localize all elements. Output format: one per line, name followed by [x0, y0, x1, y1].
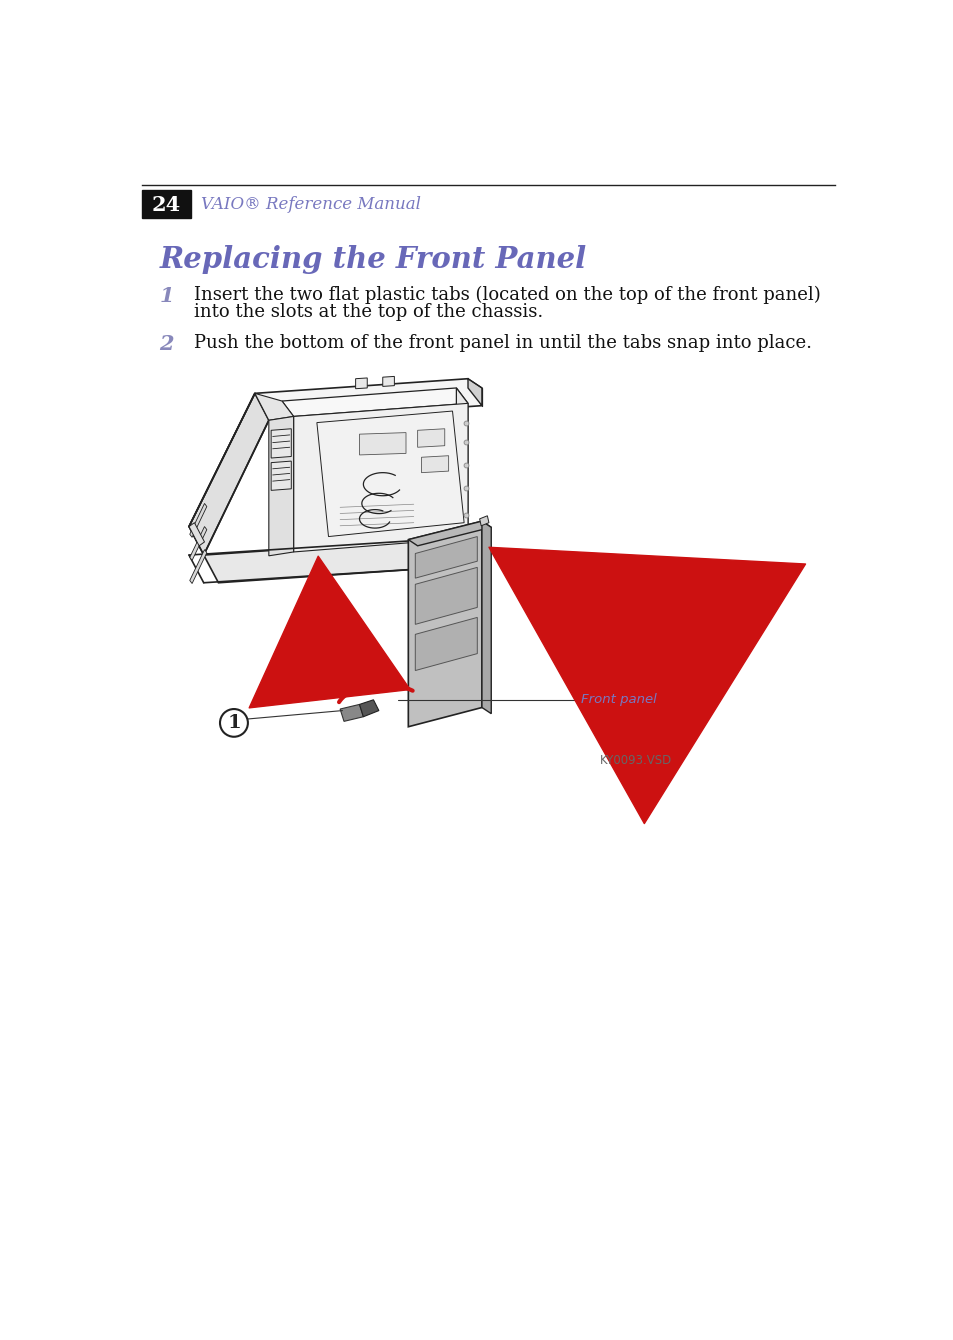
Text: 1: 1: [227, 714, 240, 732]
Polygon shape: [254, 379, 481, 421]
Text: VAIO® Reference Manual: VAIO® Reference Manual: [200, 196, 420, 213]
Polygon shape: [269, 417, 294, 556]
Polygon shape: [359, 699, 378, 717]
Text: into the slots at the top of the chassis.: into the slots at the top of the chassis…: [193, 303, 542, 322]
Polygon shape: [421, 456, 448, 473]
Polygon shape: [282, 389, 468, 417]
Text: Front panel: Front panel: [580, 693, 657, 706]
Polygon shape: [417, 429, 444, 448]
Polygon shape: [415, 618, 476, 670]
Text: Replacing the Front Panel: Replacing the Front Panel: [159, 245, 586, 275]
Polygon shape: [415, 536, 476, 578]
Text: KY0093.VSD: KY0093.VSD: [599, 753, 671, 766]
Text: Insert the two flat plastic tabs (located on the top of the front panel): Insert the two flat plastic tabs (locate…: [193, 285, 820, 304]
Polygon shape: [408, 521, 481, 726]
Polygon shape: [481, 521, 491, 714]
Polygon shape: [340, 705, 363, 721]
Polygon shape: [189, 394, 269, 555]
Polygon shape: [355, 378, 367, 389]
Polygon shape: [190, 527, 207, 560]
Polygon shape: [271, 429, 291, 458]
Polygon shape: [316, 411, 464, 536]
Polygon shape: [382, 377, 394, 386]
Polygon shape: [415, 567, 476, 624]
Bar: [142, 190, 191, 218]
Polygon shape: [408, 521, 491, 545]
Polygon shape: [254, 394, 294, 421]
Polygon shape: [190, 549, 207, 583]
Polygon shape: [359, 433, 406, 456]
Polygon shape: [456, 389, 468, 539]
Text: 2: 2: [159, 334, 173, 354]
Polygon shape: [190, 504, 207, 537]
Text: Push the bottom of the front panel in until the tabs snap into place.: Push the bottom of the front panel in un…: [193, 334, 811, 352]
Polygon shape: [204, 540, 432, 583]
Polygon shape: [294, 403, 468, 552]
Polygon shape: [479, 516, 488, 525]
Polygon shape: [468, 379, 481, 406]
Circle shape: [220, 709, 248, 737]
Polygon shape: [189, 523, 204, 545]
Text: 1: 1: [159, 285, 173, 306]
Text: 24: 24: [152, 194, 181, 214]
Polygon shape: [271, 461, 291, 490]
